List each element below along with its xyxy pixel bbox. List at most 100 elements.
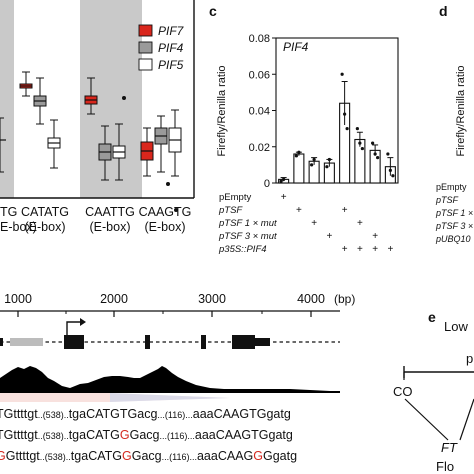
c-data-point [386,152,390,156]
c-mark: + [342,244,348,255]
e-top-text: Low [444,319,468,334]
gene-exon-4 [232,335,255,349]
c-data-point [325,165,329,169]
motif-sub-3: (E-box) [90,220,131,234]
c-mark: + [281,192,287,203]
seq-part: ..(538).. [38,431,69,441]
shaded-column-1 [0,0,14,198]
c-y-tick-label: 0.06 [249,69,270,81]
gene-exon-1 [64,335,84,349]
c-data-point [373,152,377,156]
c-mark: + [387,244,393,255]
c-row-label-4: pTSF 3 × mut [218,231,277,242]
sequence-row-2: TGttttgt..(538)..tgaCATGGGacg...(116)...… [0,428,293,442]
seq-part: gatg [266,407,290,421]
d-row-label-1: pEmpty [436,182,467,192]
gene-grey-region [10,338,43,346]
c-data-point [327,157,331,162]
e-flo-label: Flo [436,459,454,474]
seq-part: CAAG [218,449,253,463]
tss-arrow-stem [66,321,80,335]
c-data-point [282,177,286,181]
d-row-label-5: pUBQ10 [435,234,471,244]
ruler-unit: (bp) [334,292,355,306]
c-data-point [294,154,298,158]
panel-c: c Firefly/Renilla ratio 0.08 0.06 0.04 0.02… [209,3,399,255]
seq-part: TGttttgt [0,407,38,421]
motif-sub-1: E-box) [0,220,37,234]
gene-block-0 [0,338,3,346]
seq-part: aaa [193,407,214,421]
d-row-label-2: pTSF [435,195,459,205]
seq-part: Gacg [130,428,160,442]
c-data-point [376,156,380,160]
box-series [0,71,182,212]
c-mark: + [372,231,378,242]
seq-part: tga [71,449,88,463]
c-data-point [312,157,316,162]
motif-label-2: CATATG [21,205,69,219]
c-data-point [345,127,349,131]
c-data-point [360,146,364,151]
seq-part: gatg [269,428,293,442]
c-plot-frame [275,37,399,184]
sequence-rows: TGttttgt..(538)..tgaCATGTGacg...(116)...… [0,407,297,463]
motif-label-3: CAATTG [85,205,135,219]
c-y-tick-label: 0.02 [249,142,270,154]
c-y-axis-label: Firefly/Renilla ratio [216,65,228,156]
box-outlier [122,96,126,100]
coverage-track [0,366,340,393]
d-row-label-3: pTSF 1 × mut [435,208,474,218]
seq-part: Ggatg [263,449,297,463]
c-data-point [340,72,344,76]
motif-label-1: TG [0,205,17,219]
gene-panel: 1000 2000 3000 4000 (bp) TGttttgt..(538)… [0,292,355,463]
c-y-tick-label: 0.04 [249,106,270,118]
c-mark: + [357,244,363,255]
c-data-point [371,141,375,145]
c-bar-series [278,72,396,184]
sequence-row-1: TGttttgt..(538)..tgaCATGTGacg...(116)...… [0,407,291,421]
gene-exon-3 [201,335,206,349]
panel-d: d Firefly/Renilla ratio pEmpty pTSF pTSF… [435,3,474,244]
legend-swatch-pif7 [138,24,153,37]
sequence-row-3: GGttttgt..(538)..tgaCATGGGacg...(116)...… [0,449,297,463]
seq-part: CATG [86,428,120,442]
seq-part: ...(116)... [157,410,192,420]
seq-part: G [120,428,130,442]
e-p-text: p [466,351,473,366]
legend-label-pif4: PIF4 [158,41,184,55]
c-row-label-1: pEmpty [219,192,251,203]
motif-sub-4: (E-box) [145,220,186,234]
panel-letter-c: c [209,3,217,19]
seq-part: tga [69,407,86,421]
panel-letter-d: d [439,3,448,19]
c-mark: + [326,231,332,242]
seq-part: CAAGTG [216,428,269,442]
seq-part: ..(538).. [40,452,71,462]
c-row-label-5: p35S::PIF4 [218,244,267,255]
c-y-tick-label: 0 [264,178,270,190]
c-row-label-2: pTSF [218,205,243,216]
c-y-ticks: 0.08 0.06 0.04 0.02 0 [249,33,276,190]
seq-mut-first: G [0,449,6,463]
c-mark: + [342,205,348,216]
seq-part: ...(116)... [160,431,195,441]
c-mark: + [311,218,317,229]
d-y-axis-label: Firefly/Renilla ratio [455,65,467,156]
seq-part: CAAGTG [214,407,267,421]
seq-part: ..(538).. [38,410,69,420]
gene-utr-3 [255,338,270,346]
seq-part: Gacg [128,407,158,421]
motif-label-4: CAAGTG [139,205,192,219]
peak-highlight-wedge-blue [110,393,230,402]
seq-part: Gttttgt [6,449,41,463]
c-data-point [343,112,347,116]
e-arrow-p-ft [459,398,474,441]
c-row-label-3: pTSF 1 × mut [218,218,277,229]
c-mark: + [372,244,378,255]
c-data-point [310,163,314,167]
c-mark: + [357,218,363,229]
ruler-label-4000: 4000 [297,292,325,306]
